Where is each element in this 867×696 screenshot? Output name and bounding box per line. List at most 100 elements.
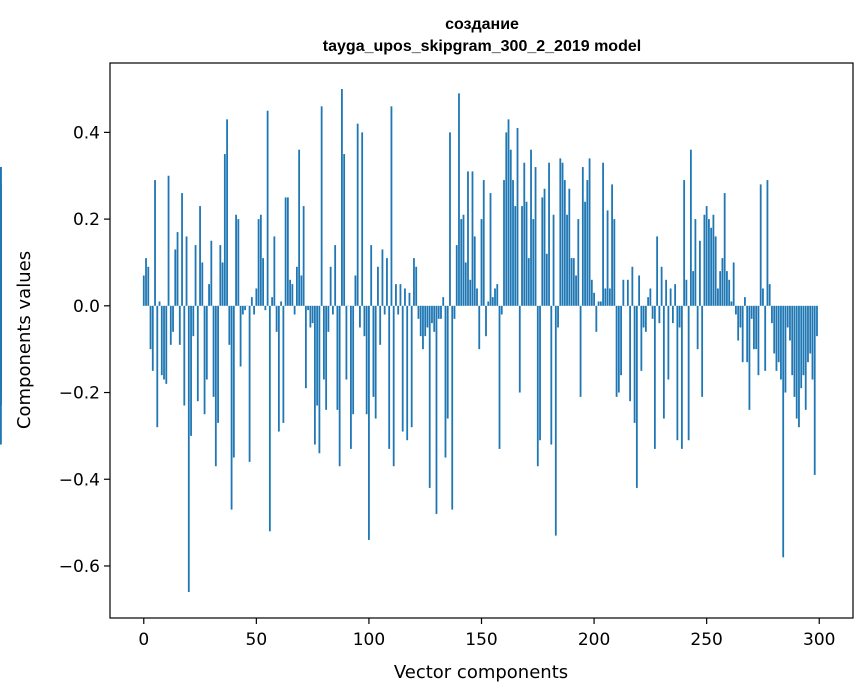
bar-218 (633, 305, 636, 423)
bar-132 (440, 305, 442, 319)
bar-140 (458, 93, 460, 306)
bar-33 (217, 305, 219, 423)
bar-265 (739, 305, 742, 328)
bar-155 (491, 297, 494, 306)
bar-142 (462, 214, 465, 306)
bar-202 (597, 301, 600, 306)
bar-119 (410, 305, 413, 428)
bar-136 (449, 132, 451, 306)
bar-244 (692, 271, 695, 306)
bar-148 (476, 288, 478, 306)
bar-83 (329, 266, 332, 306)
bar-95 (356, 123, 359, 306)
bar-291 (798, 305, 800, 428)
bar-12 (169, 305, 172, 345)
bar-176 (539, 305, 541, 441)
bar-76 (313, 305, 316, 445)
bar-47 (248, 305, 251, 462)
bar-220 (638, 275, 641, 306)
bar-255 (717, 288, 719, 306)
bar-45 (244, 305, 246, 311)
bar-242 (687, 305, 690, 441)
bar-146 (471, 171, 474, 306)
bar-237 (676, 305, 679, 441)
bar-170 (525, 201, 528, 306)
bar-233 (667, 305, 670, 380)
bar-116 (404, 288, 406, 306)
bar-222 (642, 305, 645, 328)
bar-187 (563, 180, 566, 306)
bar-107 (383, 305, 386, 315)
bar-1 (145, 258, 147, 306)
bar-227 (653, 305, 656, 449)
bar-208 (611, 184, 613, 306)
bar-94 (354, 275, 357, 306)
bar-231 (662, 305, 665, 419)
bar-11 (167, 175, 170, 306)
bar-128 (431, 305, 433, 324)
plot-frame (109, 62, 854, 619)
bar-115 (401, 305, 404, 432)
bar-271 (753, 305, 755, 350)
bar-79 (320, 106, 323, 306)
x-tick-label: 250 (690, 630, 722, 650)
bar-28 (205, 305, 208, 380)
bar-299 (816, 305, 818, 337)
bar-89 (343, 154, 346, 306)
bar-189 (568, 188, 571, 306)
bar-254 (714, 236, 717, 306)
bar-49 (253, 305, 255, 315)
bar-293 (802, 305, 805, 376)
bar-153 (487, 301, 490, 306)
bar-158 (498, 305, 501, 449)
bar-160 (503, 180, 505, 306)
bar-192 (575, 275, 577, 306)
bar-151 (482, 180, 485, 306)
bar-123 (419, 305, 422, 337)
x-tick-label: 50 (246, 630, 268, 650)
bar-154 (489, 193, 492, 306)
bar-230 (660, 266, 663, 306)
y-tick-label: −0.6 (59, 557, 100, 577)
bar-38 (228, 305, 231, 345)
bar-276 (764, 305, 767, 371)
bar-73 (307, 305, 310, 311)
bar-17 (181, 193, 183, 306)
bar-9 (163, 305, 165, 380)
bar-245 (694, 219, 697, 306)
bar-157 (496, 284, 499, 306)
bar-201 (595, 305, 598, 332)
bar-82 (327, 305, 330, 332)
bar-62 (282, 305, 285, 423)
bar-43 (239, 305, 242, 367)
bar-14 (174, 249, 177, 306)
bar-195 (581, 167, 584, 306)
bar-262 (732, 262, 735, 306)
bar-undefined (0, 305, 2, 445)
bar-110 (390, 106, 393, 306)
bar-134 (444, 305, 447, 458)
bar-60 (277, 305, 280, 432)
bar-211 (617, 305, 620, 393)
bar-256 (719, 271, 722, 306)
bar-20 (187, 305, 190, 592)
bar-163 (509, 149, 512, 306)
y-tick-label: 0.0 (73, 297, 100, 317)
bar-40 (232, 305, 235, 458)
bar-135 (446, 305, 449, 419)
bar-23 (194, 245, 197, 306)
bar-150 (480, 219, 483, 306)
bar-294 (804, 305, 807, 410)
bar-61 (280, 301, 283, 306)
x-tick-label: 300 (803, 630, 835, 650)
bar-270 (750, 305, 753, 319)
bar-0 (142, 275, 145, 306)
bar-216 (629, 305, 631, 402)
bar-8 (160, 305, 163, 376)
bar-131 (437, 305, 440, 319)
bar-29 (208, 284, 210, 306)
bar-267 (744, 297, 746, 306)
bar-44 (241, 305, 244, 315)
bar-178 (543, 188, 546, 306)
bar-266 (741, 305, 744, 363)
